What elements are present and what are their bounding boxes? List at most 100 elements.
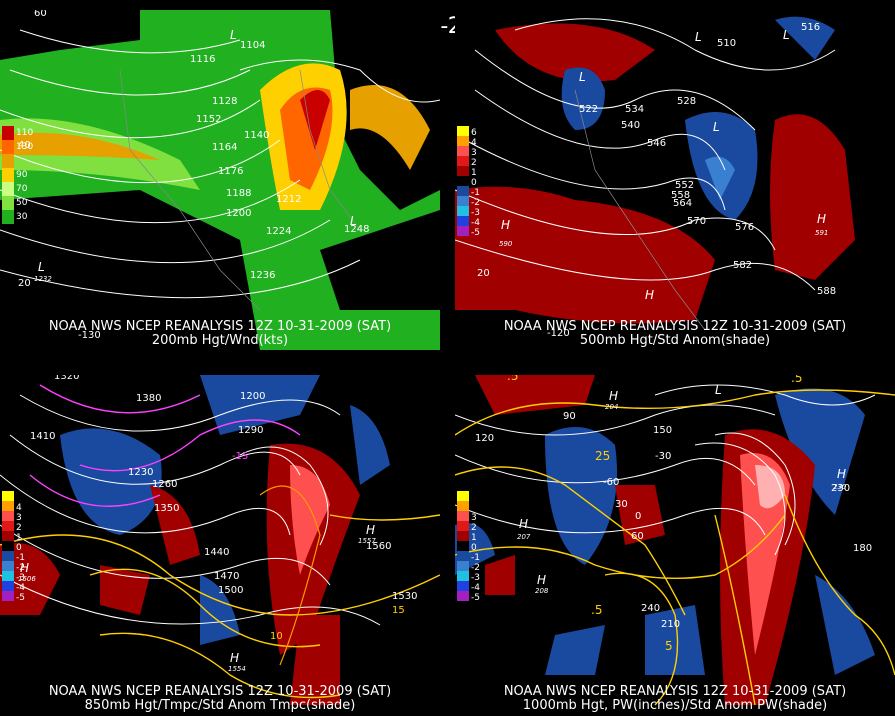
contour-label: 1290 [238, 425, 264, 436]
low-value: 1232 [34, 275, 52, 283]
axis-label: 40 [18, 140, 31, 151]
panel-500mb: 6 4 3 2 1 0 -1 -2 -3 -4 -5 516 510 522 5… [455, 10, 895, 350]
low-marker: L [350, 214, 357, 228]
contour-label: 1236 [250, 270, 276, 281]
contour-label: 1470 [214, 571, 240, 582]
low-marker: L [783, 28, 790, 42]
axis-label: -120 [547, 328, 570, 339]
temp-label: 10 [270, 631, 283, 642]
panel-subcaption: 200mb Hgt/Wnd(kts) [151, 333, 289, 348]
low-marker: L [715, 383, 722, 397]
legend-500mb: 6 4 3 2 1 0 -1 -2 -3 -4 -5 [457, 126, 480, 238]
contour-label: 1128 [212, 96, 238, 107]
contour-label: 1140 [244, 130, 270, 141]
panel-subcaption: 1000mb Hgt, PW(inches)/Std Anom PW(shade… [522, 698, 828, 713]
temp-label: 15 [392, 605, 405, 616]
pw-label: 5 [665, 639, 673, 653]
legend-200mb: 110 130 90 70 50 30 [2, 126, 33, 224]
contour-label: 1410 [30, 431, 56, 442]
contour-label: 1116 [190, 54, 216, 65]
contour-label: 588 [817, 286, 837, 297]
contour-label: 552 [675, 180, 695, 191]
high-value: 1506 [18, 575, 36, 583]
high-marker: H [230, 651, 240, 665]
axis-label: -130 [78, 330, 101, 341]
contour-label: 1212 [276, 194, 302, 205]
contour-label: 510 [717, 38, 737, 49]
axis-label: 60 [34, 10, 47, 19]
contour-label: 1104 [240, 40, 266, 51]
high-value: 208 [535, 587, 549, 595]
contour-label: 1188 [226, 188, 252, 199]
high-value: 1557 [358, 537, 376, 545]
contour-label: 576 [735, 222, 755, 233]
panel-caption: NOAA NWS NCEP REANALYSIS 12Z 10-31-2009 … [48, 684, 392, 699]
high-marker: H [837, 467, 847, 481]
high-marker: H [609, 389, 619, 403]
contour-label: 120 [475, 433, 495, 444]
contour-label: -30 [655, 451, 672, 462]
panel-subcaption: 500mb Hgt/Std Anom(shade) [579, 333, 771, 348]
contour-label: 1530 [392, 591, 418, 602]
contour-label: 1224 [266, 226, 292, 237]
contour-label: 1200 [226, 208, 252, 219]
high-marker: H [366, 523, 376, 537]
contour-label: 1260 [152, 479, 178, 490]
panel-caption: NOAA NWS NCEP REANALYSIS 12Z 10-31-2009 … [503, 684, 847, 699]
contour-label: 1152 [196, 114, 222, 125]
contour-label: 1320 [54, 375, 80, 382]
contour-label: 516 [801, 22, 821, 33]
panel-1000mb: 3 2 1 0 -1 -2 -3 -4 -5 120 90 30 -30 -60… [455, 375, 895, 715]
legend-1000mb: 3 2 1 0 -1 -2 -3 -4 -5 [457, 491, 480, 603]
high-marker: H [645, 288, 655, 302]
contour-label: 1500 [218, 585, 244, 596]
high-value: 207 [517, 533, 531, 541]
axis-label: 20 [477, 268, 490, 279]
low-marker: L [38, 260, 45, 274]
contour-label: 230 [831, 483, 851, 494]
legend-850mb: 4 3 2 1 0 -1 -2 -3 -4 -5 [2, 491, 25, 603]
contour-label: 1560 [366, 541, 392, 552]
legend-swatch: 130 [2, 140, 33, 154]
legend-swatch: 70 [2, 182, 27, 196]
low-marker: L [713, 120, 720, 134]
legend-swatch: 30 [2, 210, 27, 224]
legend-swatch [2, 154, 14, 168]
high-value: 230 [833, 483, 847, 491]
contour-label: 1164 [212, 142, 238, 153]
pw-label: .5 [791, 375, 803, 385]
contour-label: 240 [641, 603, 661, 614]
contour-label: 150 [653, 425, 673, 436]
wind-map [0, 10, 440, 350]
legend-swatch: 90 [2, 168, 27, 182]
high-marker: H [20, 561, 30, 575]
high-marker: H [537, 573, 547, 587]
panel-caption: NOAA NWS NCEP REANALYSIS 12Z 10-31-2009 … [503, 319, 847, 334]
contour-label: 558 [671, 190, 691, 201]
contour-label: 30 [615, 499, 628, 510]
axis-label: 20 [18, 278, 31, 289]
contour-label: 1350 [154, 503, 180, 514]
high-marker: H [519, 517, 529, 531]
panel-caption: NOAA NWS NCEP REANALYSIS 12Z 10-31-2009 … [48, 319, 392, 334]
contour-label: 1248 [344, 224, 370, 235]
pw-label: 25 [595, 449, 611, 463]
contour-label: 180 [853, 543, 873, 554]
temp-anomaly-map [0, 375, 440, 715]
high-value: 1554 [228, 665, 246, 673]
contour-label: 534 [625, 104, 645, 115]
panel-200mb: 110 130 90 70 50 30 1104 1116 1128 1152 … [0, 10, 440, 350]
high-value: 204 [605, 403, 619, 411]
panel-850mb: 4 3 2 1 0 -1 -2 -3 -4 -5 1320 1380 1410 … [0, 375, 440, 715]
contour-label: 582 [733, 260, 753, 271]
contour-label: 1440 [204, 547, 230, 558]
contour-label: 540 [621, 120, 641, 131]
temp-label: -15 [232, 451, 249, 462]
contour-label: 1176 [218, 166, 244, 177]
contour-label: 522 [579, 104, 599, 115]
legend-swatch: 50 [2, 196, 27, 210]
pw-label: .5 [591, 603, 603, 617]
high-marker: H [501, 218, 511, 232]
low-marker: L [695, 30, 702, 44]
contour-label: 1380 [136, 393, 162, 404]
